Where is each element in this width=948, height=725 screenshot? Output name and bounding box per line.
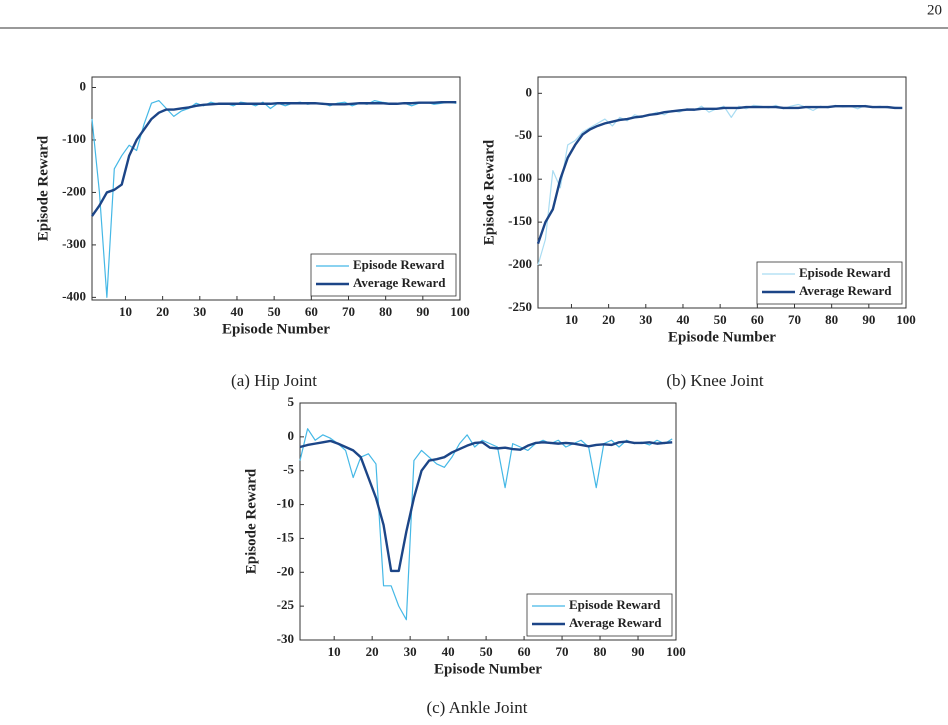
x-axis-label: Episode Number	[434, 661, 542, 677]
x-tick-label: 80	[825, 312, 838, 327]
x-tick-label: 60	[518, 644, 531, 659]
x-tick-label: 60	[305, 304, 318, 319]
legend-box	[756, 261, 903, 305]
y-tick-label: -15	[277, 529, 295, 544]
legend-box	[310, 253, 457, 297]
y-tick-label: 0	[80, 78, 87, 93]
y-tick-label: 5	[288, 394, 295, 409]
y-tick-label: -200	[508, 256, 532, 271]
x-tick-label: 10	[565, 312, 578, 327]
figure-caption: (c) Ankle Joint	[426, 698, 527, 717]
legend-label: Average Reward	[799, 283, 892, 298]
legend-box	[526, 593, 673, 637]
series-line	[299, 428, 673, 621]
y-tick-label: -100	[508, 170, 532, 185]
y-tick-label: 0	[288, 428, 295, 443]
legend-label: Episode Reward	[353, 257, 445, 272]
x-tick-label: 50	[268, 304, 281, 319]
series-line	[91, 100, 457, 217]
x-tick-label: 80	[379, 304, 392, 319]
x-tick-label: 90	[632, 644, 645, 659]
x-axis-label: Episode Number	[222, 321, 330, 337]
x-tick-label: 90	[416, 304, 429, 319]
x-tick-label: 70	[342, 304, 355, 319]
x-tick-label: 90	[862, 312, 875, 327]
y-tick-label: -250	[508, 299, 532, 314]
x-tick-label: 30	[193, 304, 206, 319]
y-axis-label: Episode Reward	[243, 468, 259, 574]
x-tick-label: 30	[404, 644, 417, 659]
y-tick-label: -100	[62, 131, 86, 146]
y-tick-label: -150	[508, 213, 532, 228]
x-tick-label: 60	[751, 312, 764, 327]
figure-caption: (b) Knee Joint	[666, 371, 764, 390]
y-axis-label: Episode Reward	[481, 139, 497, 245]
x-tick-label: 20	[602, 312, 615, 327]
y-tick-label: -10	[277, 496, 294, 511]
series-line	[536, 105, 903, 244]
x-tick-label: 20	[156, 304, 169, 319]
x-tick-label: 50	[714, 312, 727, 327]
y-tick-label: -25	[277, 597, 295, 612]
series-line	[299, 439, 673, 573]
x-tick-label: 50	[480, 644, 493, 659]
plot-frame	[299, 402, 677, 641]
x-tick-label: 100	[450, 304, 470, 319]
plot-frame	[91, 76, 461, 301]
y-tick-label: -30	[277, 631, 294, 646]
legend-label: Average Reward	[569, 615, 662, 630]
y-axis-label: Episode Reward	[35, 135, 51, 241]
y-tick-label: -400	[62, 288, 86, 303]
legend-label: Average Reward	[353, 275, 446, 290]
figure-caption: (a) Hip Joint	[231, 371, 317, 390]
x-tick-label: 80	[594, 644, 607, 659]
y-tick-label: -20	[277, 563, 294, 578]
x-tick-label: 20	[366, 644, 379, 659]
y-tick-label: -50	[515, 127, 532, 142]
x-tick-label: 100	[896, 312, 916, 327]
x-tick-label: 70	[788, 312, 801, 327]
x-tick-label: 40	[230, 304, 243, 319]
x-tick-label: 10	[328, 644, 341, 659]
x-tick-label: 10	[119, 304, 132, 319]
y-tick-label: -5	[283, 462, 294, 477]
legend-label: Episode Reward	[569, 597, 661, 612]
y-tick-label: -300	[62, 236, 86, 251]
legend-label: Episode Reward	[799, 265, 891, 280]
x-tick-label: 100	[666, 644, 686, 659]
y-tick-label: -200	[62, 183, 86, 198]
x-tick-label: 40	[442, 644, 455, 659]
x-axis-label: Episode Number	[668, 329, 776, 345]
y-tick-label: 0	[526, 84, 533, 99]
x-tick-label: 40	[676, 312, 689, 327]
plot-frame	[537, 76, 907, 309]
x-tick-label: 30	[639, 312, 652, 327]
x-tick-label: 70	[556, 644, 569, 659]
page-number: 20	[927, 2, 942, 18]
